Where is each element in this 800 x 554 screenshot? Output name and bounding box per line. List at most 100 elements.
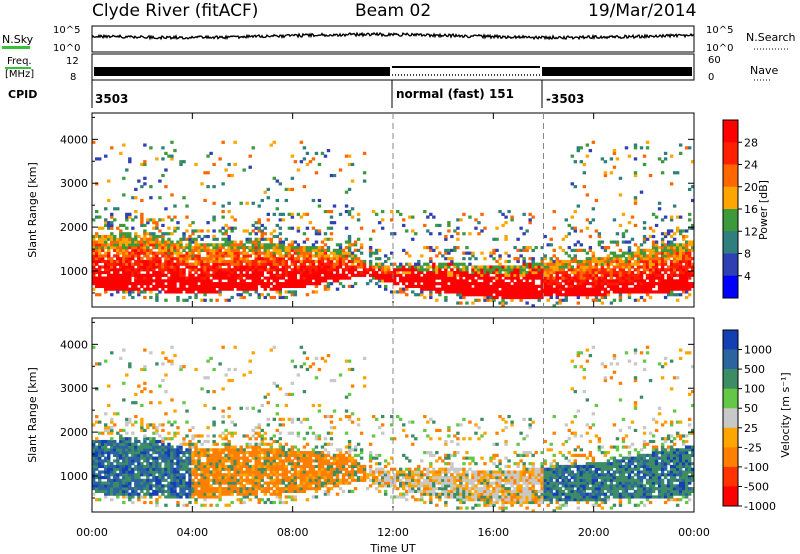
power-cell bbox=[182, 237, 186, 241]
power-cell bbox=[672, 237, 677, 241]
velocity-cell bbox=[275, 481, 280, 485]
power-cell bbox=[377, 265, 382, 269]
power-cell bbox=[612, 240, 617, 244]
power-cell bbox=[374, 273, 379, 277]
power-cell bbox=[356, 257, 361, 261]
velocity-cell bbox=[230, 456, 234, 460]
power-cell bbox=[453, 248, 457, 252]
power-cell bbox=[489, 287, 493, 291]
power-cell bbox=[531, 262, 535, 266]
power-cell bbox=[119, 243, 123, 247]
power-cell bbox=[368, 265, 373, 269]
velocity-cell bbox=[185, 459, 189, 463]
power-cell bbox=[362, 262, 367, 266]
power-cell bbox=[414, 293, 418, 297]
velocity-cell bbox=[143, 434, 147, 438]
velocity-cell bbox=[95, 462, 99, 466]
power-cell bbox=[314, 265, 319, 269]
power-cell bbox=[233, 279, 237, 283]
power-cell bbox=[675, 257, 680, 261]
power-cell bbox=[582, 282, 587, 286]
power-cell bbox=[122, 248, 126, 252]
velocity-cell bbox=[110, 498, 114, 502]
power-cell bbox=[681, 284, 686, 288]
power-cell bbox=[104, 223, 108, 228]
velocity-cell bbox=[257, 470, 261, 474]
velocity-cell bbox=[275, 478, 280, 482]
velocity-cell bbox=[236, 492, 240, 496]
power-cell bbox=[143, 223, 147, 228]
power-cell bbox=[317, 232, 322, 236]
power-cell bbox=[468, 293, 472, 297]
power-cell bbox=[516, 282, 520, 286]
power-cell bbox=[215, 282, 219, 286]
power-cell bbox=[468, 287, 472, 291]
power-cell bbox=[350, 259, 355, 264]
power-cell bbox=[137, 257, 141, 261]
velocity-cell bbox=[215, 473, 219, 477]
power-cell bbox=[465, 251, 469, 255]
power-cell bbox=[567, 232, 571, 236]
velocity-cell bbox=[248, 467, 252, 471]
power-cell bbox=[672, 279, 677, 283]
power-cell bbox=[122, 273, 126, 277]
power-cell bbox=[122, 251, 126, 255]
power-cell bbox=[540, 287, 544, 291]
power-cell bbox=[200, 282, 204, 286]
velocity-cell bbox=[260, 467, 264, 471]
power-cell bbox=[429, 265, 433, 269]
power-cell bbox=[275, 276, 280, 280]
power-cell bbox=[242, 287, 246, 291]
power-cell bbox=[230, 279, 234, 283]
power-cell bbox=[242, 246, 246, 250]
power-cell bbox=[669, 243, 674, 247]
power-cell bbox=[155, 276, 159, 280]
velocity-cell bbox=[152, 442, 156, 446]
power-cell bbox=[513, 287, 517, 291]
power-cell bbox=[636, 282, 641, 286]
velocity-cell bbox=[254, 426, 258, 430]
velocity-cell bbox=[110, 489, 114, 493]
power-cell bbox=[690, 248, 695, 252]
power-cell bbox=[468, 232, 472, 236]
power-cell bbox=[582, 171, 587, 175]
power-cell bbox=[137, 243, 141, 247]
power-cell bbox=[233, 243, 237, 247]
power-cell bbox=[555, 295, 559, 300]
power-cell bbox=[552, 276, 556, 280]
velocity-cell bbox=[212, 390, 216, 394]
velocity-cell bbox=[104, 448, 108, 452]
power-cell bbox=[386, 268, 391, 272]
velocity-cell bbox=[266, 451, 270, 455]
velocity-cell bbox=[287, 484, 292, 488]
velocity-cell bbox=[119, 445, 123, 449]
power-cell bbox=[501, 298, 505, 302]
velocity-cell bbox=[179, 464, 183, 469]
power-cell bbox=[507, 268, 511, 272]
power-cell bbox=[609, 284, 614, 288]
velocity-cell bbox=[227, 492, 231, 496]
power-cell bbox=[257, 270, 261, 275]
velocity-cell bbox=[134, 475, 138, 480]
power-cell bbox=[450, 273, 454, 277]
velocity-cell bbox=[179, 478, 183, 482]
power-cell bbox=[672, 171, 677, 175]
velocity-cell bbox=[257, 442, 261, 446]
power-cell bbox=[203, 259, 207, 264]
power-cell bbox=[98, 254, 102, 258]
power-cell bbox=[383, 287, 388, 291]
power-cell bbox=[185, 215, 189, 219]
power-cell bbox=[561, 248, 565, 252]
velocity-cell bbox=[113, 448, 117, 452]
velocity-cell bbox=[176, 470, 180, 474]
power-cell bbox=[254, 273, 258, 277]
power-cell bbox=[356, 270, 361, 275]
velocity-cell bbox=[206, 492, 210, 496]
power-cell bbox=[492, 276, 496, 280]
power-cell bbox=[152, 232, 156, 236]
power-cell bbox=[657, 201, 662, 205]
power-cell bbox=[456, 237, 460, 241]
power-cell bbox=[450, 257, 454, 261]
velocity-cell bbox=[128, 473, 132, 477]
power-cell bbox=[107, 259, 111, 264]
